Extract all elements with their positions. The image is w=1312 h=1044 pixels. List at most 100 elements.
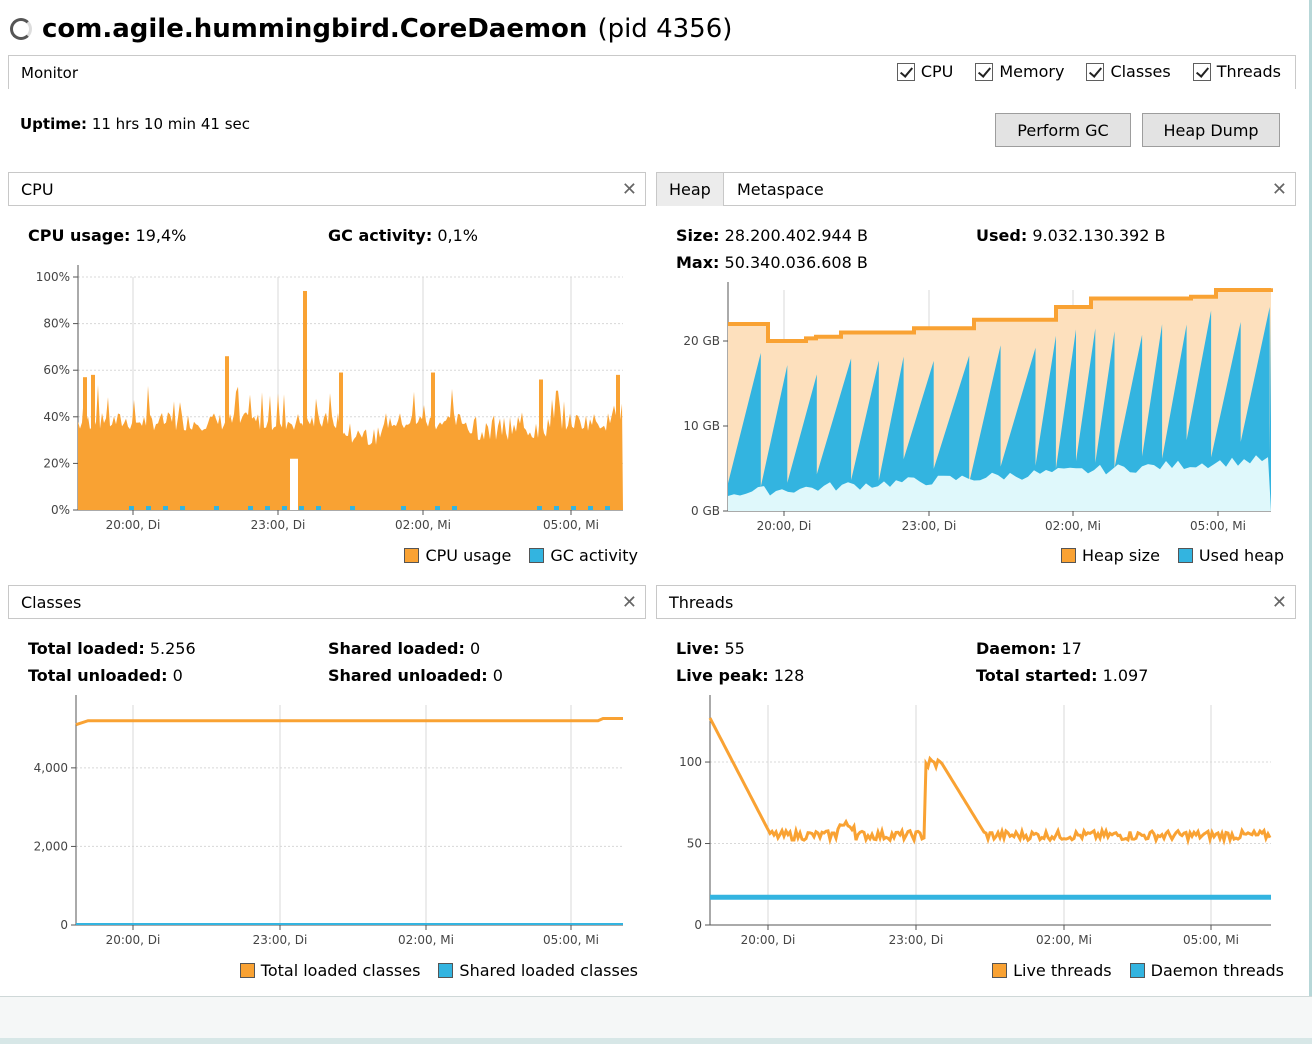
gc-activity-bar [350, 506, 355, 510]
y-tick-label: 0% [51, 503, 70, 517]
y-tick-label: 2,000 [34, 839, 68, 853]
gc-activity-bar [554, 506, 559, 510]
y-tick-label: 40% [43, 410, 70, 424]
threads-checkbox-label: Threads [1216, 62, 1281, 81]
monitor-header: Monitor CPU Memory Classes Threads [8, 55, 1296, 89]
loading-spinner-icon [10, 18, 32, 40]
checkbox-checked-icon[interactable] [975, 62, 994, 81]
bottom-area [0, 996, 1312, 1044]
gc-activity-bar [180, 506, 185, 510]
gc-activity-bar [248, 506, 253, 510]
uptime: Uptime: 11 hrs 10 min 41 sec [20, 115, 250, 133]
stat-label: Total unloaded: [28, 666, 168, 685]
gc-activity-bar [214, 506, 219, 510]
legend-item: Shared loaded classes [438, 961, 638, 980]
x-tick-label: 20:00, Di [757, 519, 812, 533]
legend-label: Heap size [1081, 546, 1160, 565]
memory-checkbox[interactable]: Memory [975, 62, 1064, 81]
stat-value: 9.032.130.392 B [1032, 226, 1166, 245]
legend-swatch [404, 548, 420, 563]
threads-checkbox[interactable]: Threads [1192, 62, 1281, 81]
legend-item: Heap size [1060, 546, 1160, 565]
stat-value: 5.256 [149, 639, 196, 658]
stat-label: Daemon: [976, 639, 1057, 658]
legend-label: Daemon threads [1150, 961, 1284, 980]
x-tick-label: 23:00, Di [889, 933, 944, 947]
classes-checkbox[interactable]: Classes [1086, 62, 1171, 81]
close-icon[interactable]: ✕ [621, 592, 637, 613]
uptime-value: 11 hrs 10 min 41 sec [91, 115, 250, 133]
y-tick-label: 100% [36, 270, 70, 284]
y-tick-label: 20% [43, 456, 70, 470]
process-pid: (pid 4356) [597, 14, 733, 44]
stat-label: GC activity: [328, 226, 433, 245]
y-tick-label: 4,000 [34, 761, 68, 775]
checkbox-checked-icon[interactable] [1192, 62, 1211, 81]
legend-item: Total loaded classes [239, 961, 420, 980]
gc-activity-bar [265, 506, 270, 510]
stat-value: 128 [773, 666, 805, 685]
x-tick-label: 02:00, Mi [1036, 933, 1092, 947]
uptime-label: Uptime: [20, 115, 88, 133]
daemon-threads-stat: Daemon: 17 [976, 639, 1082, 658]
stat-label: Size: [676, 226, 720, 245]
used-heap-base [728, 455, 1271, 511]
stat-label: Shared unloaded: [328, 666, 488, 685]
view-checkboxes: CPU Memory Classes Threads [896, 62, 1281, 81]
legend-item: Daemon threads [1129, 961, 1284, 980]
y-tick-label: 10 GB [683, 419, 720, 433]
threads-legend: Live threads Daemon threads [992, 961, 1284, 980]
tab-classes[interactable]: Classes [21, 593, 82, 612]
x-tick-label: 02:00, Mi [395, 518, 451, 532]
legend-label: Used heap [1198, 546, 1284, 565]
stat-label: CPU usage: [28, 226, 131, 245]
threads-panel: Threads ✕ Live: 55 Live peak: 128 Daemon… [656, 585, 1296, 990]
close-icon[interactable]: ✕ [621, 179, 637, 200]
total-started-stat: Total started: 1.097 [976, 666, 1148, 685]
legend-label: CPU usage [425, 546, 512, 565]
title-bar: com.agile.hummingbird.CoreDaemon (pid 43… [10, 12, 732, 46]
gc-activity-bar [605, 506, 610, 510]
tab-threads[interactable]: Threads [669, 593, 734, 612]
total-loaded-line [75, 717, 623, 727]
legend-label: Live threads [1013, 961, 1112, 980]
legend-swatch [239, 963, 255, 978]
threads-tabbar: Threads ✕ [656, 585, 1296, 619]
cpu-usage-area [78, 384, 623, 510]
checkbox-checked-icon[interactable] [896, 62, 915, 81]
x-tick-label: 05:00, Mi [543, 933, 599, 947]
legend-item: CPU usage [404, 546, 511, 565]
tab-heap[interactable]: Heap [657, 173, 724, 206]
cpu-checkbox[interactable]: CPU [896, 62, 954, 81]
legend-swatch [1060, 548, 1076, 563]
gc-activity-bar [163, 506, 168, 510]
x-tick-label: 05:00, Mi [543, 518, 599, 532]
heap-chart: 20 GB 10 GB 0 GB 20:00, Di 23:00, Di 02:00, M… [683, 282, 1273, 533]
tab-cpu[interactable]: CPU [21, 180, 54, 199]
classes-checkbox-label: Classes [1110, 62, 1171, 81]
shared-loaded-stat: Shared loaded: 0 [328, 639, 480, 658]
perform-gc-button[interactable]: Perform GC [995, 113, 1131, 147]
checkbox-checked-icon[interactable] [1086, 62, 1105, 81]
tab-metaspace[interactable]: Metaspace [737, 180, 824, 199]
memory-panel: Heap Metaspace ✕ Size: 28.200.402.944 B … [656, 172, 1296, 577]
close-icon[interactable]: ✕ [1271, 592, 1287, 613]
stat-label: Used: [976, 226, 1028, 245]
stat-value: 0 [492, 666, 503, 685]
legend-label: GC activity [550, 546, 638, 565]
cpu-spike [303, 290, 307, 510]
legend-swatch [992, 963, 1008, 978]
heap-dump-button[interactable]: Heap Dump [1142, 113, 1280, 147]
x-tick-label: 23:00, Di [902, 519, 957, 533]
process-name: com.agile.hummingbird.CoreDaemon [42, 14, 588, 44]
close-icon[interactable]: ✕ [1271, 179, 1287, 200]
legend-swatch [529, 548, 545, 563]
cpu-checkbox-label: CPU [920, 62, 954, 81]
gc-activity-bar [435, 506, 440, 510]
legend-item: Live threads [992, 961, 1112, 980]
stat-label: Total started: [976, 666, 1098, 685]
y-tick-label: 60% [43, 363, 70, 377]
x-tick-label: 23:00, Di [253, 933, 308, 947]
memory-legend: Heap size Used heap [1060, 546, 1284, 565]
cpu-legend: CPU usage GC activity [404, 546, 638, 565]
